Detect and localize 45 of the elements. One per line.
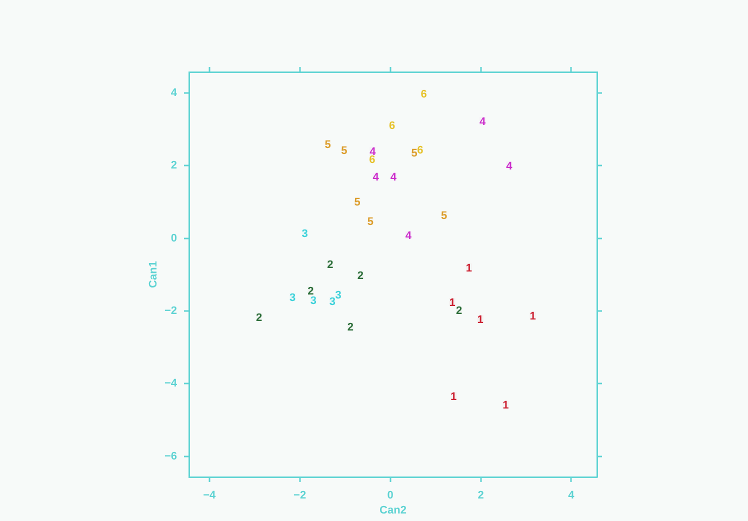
text: 4 <box>506 160 512 172</box>
text: 2 <box>456 305 462 318</box>
text: 3 <box>335 289 342 302</box>
text: 4 <box>480 116 486 128</box>
series-label: 3 <box>302 228 308 240</box>
y-axis-title: Can1 <box>148 261 160 288</box>
text: 4 <box>390 172 397 184</box>
x-tick-label: 2 <box>478 490 484 502</box>
y-tick-label: −2 <box>164 305 177 318</box>
text: 2 <box>357 270 364 282</box>
text: 4 <box>405 230 412 242</box>
text: 3 <box>290 292 296 304</box>
text: 2 <box>308 286 314 298</box>
text: 6 <box>417 144 424 156</box>
text: 5 <box>354 196 360 209</box>
x-tick-label: 0 <box>387 490 394 502</box>
series-label: 2 <box>256 312 262 324</box>
text: 4 <box>372 172 379 184</box>
text: 5 <box>341 145 348 158</box>
text: 1 <box>477 314 484 326</box>
text: 1 <box>466 262 472 274</box>
series-label: 6 <box>389 120 396 132</box>
text: 2 <box>347 322 354 334</box>
x-axis-title: Can2 <box>380 504 406 516</box>
text: 1 <box>530 310 536 323</box>
y-tick-label: 0 <box>170 232 177 244</box>
text: 5 <box>411 148 418 160</box>
y-tick-label: −6 <box>164 450 177 462</box>
x-tick-label: −2 <box>294 490 306 502</box>
x-tick-label: 4 <box>568 490 576 502</box>
y-tick-label: 4 <box>170 87 178 100</box>
text: 5 <box>441 210 448 222</box>
y-tick-label: −4 <box>164 378 178 390</box>
series-label: 5 <box>324 138 331 151</box>
series-label: 1 <box>449 296 456 309</box>
text: 6 <box>420 88 427 100</box>
x-tick-label: −4 <box>203 490 217 502</box>
text: 3 <box>329 296 336 308</box>
y-tick-label: 2 <box>170 160 177 172</box>
text: 6 <box>369 154 376 166</box>
text: 3 <box>310 295 316 308</box>
text: 2 <box>327 259 334 272</box>
text: 1 <box>450 390 457 403</box>
text: 1 <box>502 400 509 412</box>
text: 5 <box>367 216 374 228</box>
